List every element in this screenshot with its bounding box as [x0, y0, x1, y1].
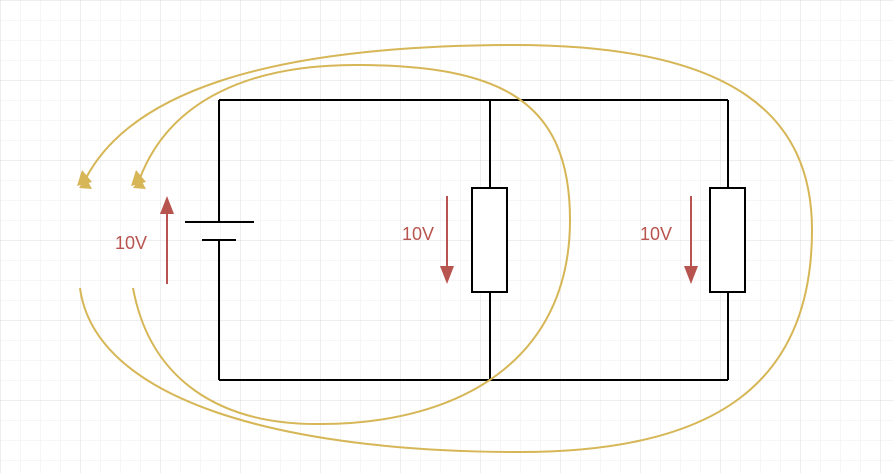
battery-voltage-label: 10V	[115, 233, 147, 253]
voltage-arrows	[160, 196, 698, 284]
resistor-1-voltage-arrowhead	[440, 266, 454, 284]
battery-symbol	[185, 221, 254, 241]
inner-loop-path	[132, 63, 572, 426]
resistor-2	[709, 187, 746, 293]
resistor-1	[471, 187, 508, 293]
circuit-wires	[218, 99, 729, 381]
resistor-1-voltage-label: 10V	[402, 224, 434, 244]
outer-loop-path	[79, 43, 814, 454]
loop-arrowheads	[77, 170, 146, 186]
resistor-2-voltage-arrowhead	[684, 266, 698, 284]
inner-loop-arrow-tip-icon	[131, 170, 146, 186]
resistor-2-voltage-label: 10V	[640, 224, 672, 244]
battery-voltage-arrowhead	[160, 196, 174, 214]
outer-loop-arrow-tip-icon	[77, 170, 92, 186]
